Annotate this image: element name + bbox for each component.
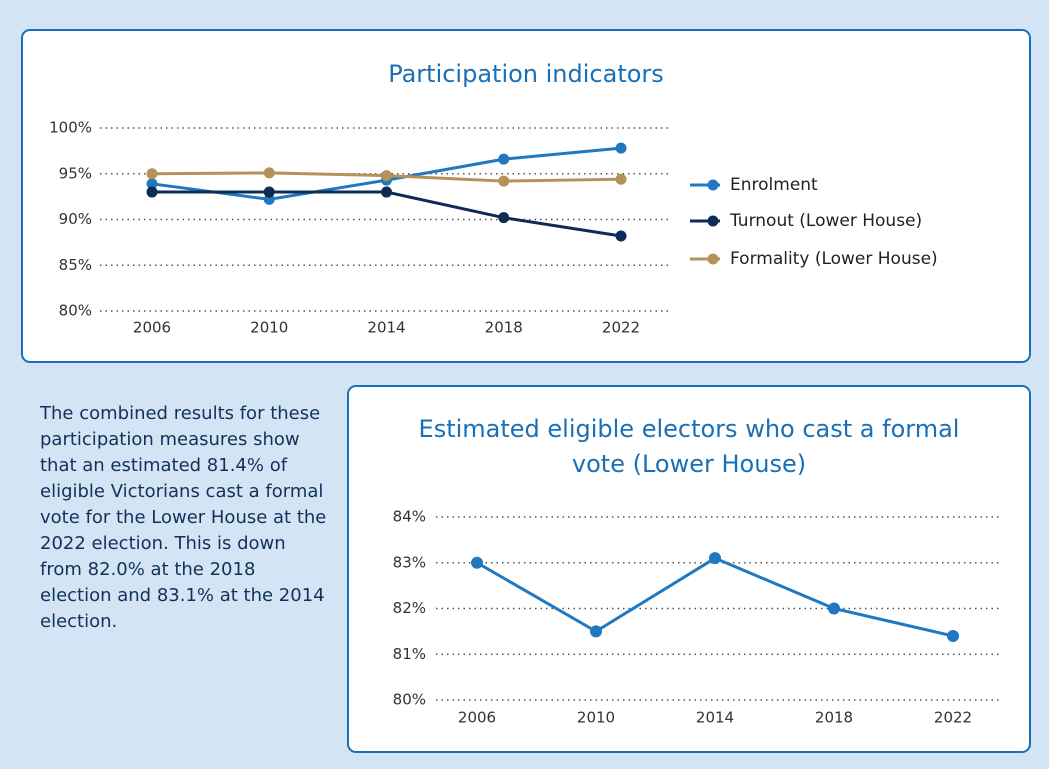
x-tick-label: 2018 — [815, 709, 853, 727]
x-tick-label: 2006 — [458, 709, 496, 727]
legend-dot — [707, 253, 719, 265]
y-tick-label: 95% — [59, 164, 92, 182]
y-tick-label: 90% — [59, 210, 92, 228]
data-point — [471, 556, 483, 569]
y-tick-label: 85% — [59, 256, 92, 274]
chart-title: Participation indicators — [388, 60, 664, 88]
x-tick-label: 2010 — [250, 319, 288, 337]
panel — [21, 29, 1031, 363]
y-tick-label: 83% — [393, 553, 426, 571]
legend-label: Enrolment — [730, 175, 818, 195]
data-point — [263, 186, 275, 198]
x-tick-label: 2022 — [934, 709, 972, 727]
data-point — [146, 178, 158, 190]
paragraph: The combined results for these participa… — [40, 403, 327, 632]
x-tick-label: 2014 — [696, 709, 734, 727]
x-tick-label: 2018 — [485, 319, 523, 337]
x-tick-label: 2022 — [602, 319, 640, 337]
y-tick-label: 80% — [59, 302, 92, 320]
x-tick-label: 2006 — [133, 319, 171, 337]
data-point — [615, 230, 627, 242]
y-tick-label: 82% — [393, 599, 426, 617]
data-point — [947, 629, 959, 642]
chart-title: Estimated eligible electors who cast a f… — [418, 415, 960, 478]
legend-dot — [707, 215, 719, 227]
y-tick-label: 100% — [49, 119, 92, 137]
data-point — [146, 168, 158, 180]
x-tick-label: 2010 — [577, 709, 615, 727]
legend-label: Turnout (Lower House) — [729, 211, 922, 231]
data-point — [381, 186, 392, 198]
y-tick-label: 84% — [393, 508, 426, 526]
panel — [347, 385, 1031, 753]
data-point — [146, 186, 158, 198]
data-point — [263, 167, 275, 179]
data-point — [615, 142, 627, 154]
y-tick-label: 81% — [393, 645, 426, 663]
data-point — [498, 212, 510, 224]
data-point — [828, 602, 840, 615]
data-point — [615, 173, 627, 185]
y-tick-label: 80% — [393, 691, 426, 709]
legend-dot — [707, 179, 719, 191]
data-point — [590, 625, 602, 638]
data-point — [498, 153, 510, 165]
legend-label: Formality (Lower House) — [730, 249, 938, 269]
data-point — [381, 170, 392, 182]
data-point — [709, 552, 721, 565]
x-tick-label: 2014 — [367, 319, 405, 337]
data-point — [498, 175, 510, 187]
